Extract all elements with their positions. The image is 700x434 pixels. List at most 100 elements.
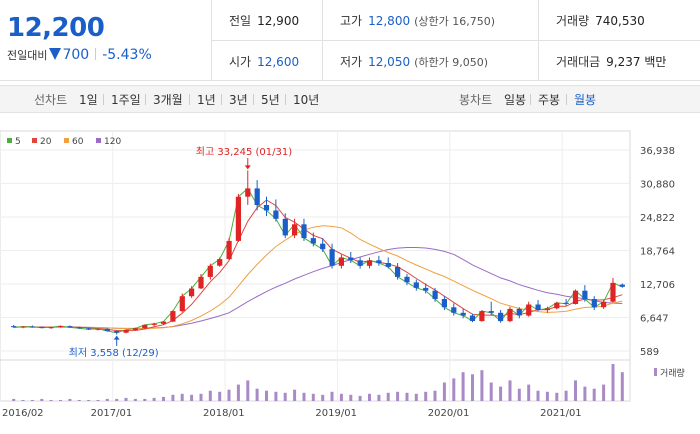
tab-10y[interactable]: 10년 <box>293 93 320 107</box>
volume-bar <box>480 370 484 401</box>
tab-1d[interactable]: 1일 <box>79 93 98 107</box>
volume-bar <box>162 396 165 401</box>
candle-body <box>479 311 485 322</box>
candle-body <box>582 290 588 299</box>
volume-legend-label: 거래량 <box>660 367 685 379</box>
candle-body <box>151 323 157 325</box>
period-toolbar: 선차트 1일 1주일 3개월 1년 3년 5년 10년 봉차트 일봉 주봉 월봉 <box>0 85 700 113</box>
divider <box>103 94 104 105</box>
annotation-low-arrowhead <box>113 335 120 340</box>
stat-high: 고가 12,800 (상한가 16,750) <box>340 12 495 29</box>
volume-bar <box>368 393 371 401</box>
tab-3y[interactable]: 3년 <box>229 93 248 107</box>
volume-bar <box>87 400 91 401</box>
legend-swatch <box>64 138 69 143</box>
y-tick-label: 6,647 <box>640 314 669 325</box>
y-tick-label: 18,764 <box>640 247 675 258</box>
legend-label: 20 <box>40 137 52 147</box>
candle-body <box>170 311 176 322</box>
candle-body <box>217 259 223 266</box>
volume-bar <box>49 400 53 401</box>
volume-bar <box>199 393 203 401</box>
tab-5y[interactable]: 5년 <box>261 93 280 107</box>
candle-body <box>441 299 447 308</box>
candle-body <box>235 196 241 241</box>
candle-body <box>282 218 288 236</box>
ma-line-120 <box>13 247 623 329</box>
legend-label: 60 <box>72 137 84 147</box>
candle-body <box>366 260 373 266</box>
candle-chart-label: 봉차트 <box>459 93 493 107</box>
stat-label: 저가 <box>340 55 363 69</box>
volume-bar <box>293 389 297 401</box>
stat-value: 9,237 백만 <box>606 55 667 69</box>
volume-bar <box>40 398 44 401</box>
candle-body <box>67 326 73 328</box>
divider <box>211 40 700 41</box>
candle-body <box>610 282 616 302</box>
stat-low: 저가 12,050 (하한가 9,050) <box>340 53 488 70</box>
stat-label: 거래량 <box>556 14 590 28</box>
tab-3m[interactable]: 3개월 <box>153 93 183 107</box>
candle-body <box>460 312 466 316</box>
volume-bar <box>611 364 615 401</box>
x-tick-label: 2017/01 <box>91 408 133 419</box>
volume-bar <box>442 382 446 401</box>
volume-bar <box>517 388 521 401</box>
quote-header: 12,200 전일대비 700 -5.43% 전일 12,900 고가 12,800 (상… <box>0 0 700 81</box>
divider <box>95 48 97 60</box>
candle-body <box>142 324 148 329</box>
candle-body <box>395 266 401 277</box>
legend-swatch <box>7 138 12 143</box>
divider <box>530 94 531 105</box>
volume-bar <box>96 400 100 401</box>
y-tick-label: 12,706 <box>640 280 675 291</box>
candle-body <box>591 299 597 308</box>
ma-line-60 <box>13 225 623 330</box>
candle-body <box>451 307 457 313</box>
candle-body <box>413 282 419 288</box>
tab-1y[interactable]: 1년 <box>197 93 216 107</box>
candle-body <box>48 327 54 329</box>
annotation-high-arrowhead <box>244 165 251 170</box>
volume-bar <box>583 386 587 401</box>
stat-value: 740,530 <box>595 14 645 28</box>
candle-body <box>273 210 279 219</box>
volume-bar <box>489 382 493 401</box>
y-tick-label: 24,822 <box>640 213 675 224</box>
tab-weekly[interactable]: 주봉 <box>538 93 561 107</box>
candle-body <box>329 249 335 266</box>
volume-bar <box>105 398 109 401</box>
line-chart-label: 선차트 <box>34 93 68 107</box>
candle-body <box>123 329 129 333</box>
candle-body <box>507 308 513 322</box>
volume-bar <box>311 393 315 401</box>
chart-frame <box>0 130 631 402</box>
tab-1w[interactable]: 1주일 <box>111 93 141 107</box>
volume-bar <box>236 384 240 401</box>
stat-volume: 거래량 740,530 <box>556 12 645 29</box>
volume-bar <box>124 397 128 401</box>
candle-body <box>376 260 382 264</box>
volume-bar <box>527 384 531 401</box>
candle-body <box>535 304 541 310</box>
volume-bar <box>545 391 549 402</box>
current-price: 12,200 <box>7 13 105 43</box>
legend-swatch <box>32 138 37 143</box>
tab-monthly[interactable]: 월봉 <box>574 93 597 107</box>
volume-bar <box>508 380 512 401</box>
volume-bar <box>574 380 577 401</box>
volume-bar <box>208 390 212 401</box>
candle-body <box>39 326 45 328</box>
volume-bar <box>12 398 16 401</box>
divider <box>253 94 254 105</box>
candle-body <box>29 326 35 328</box>
tab-daily[interactable]: 일봉 <box>504 93 527 107</box>
change-rate: -5.43% <box>102 47 152 63</box>
candle-body <box>76 327 82 329</box>
volume-bar <box>377 394 381 401</box>
y-tick-label: 589 <box>640 347 659 358</box>
stat-open: 시가 12,600 <box>229 53 299 70</box>
candle-body <box>357 260 363 266</box>
y-tick-label: 30,880 <box>640 180 675 191</box>
